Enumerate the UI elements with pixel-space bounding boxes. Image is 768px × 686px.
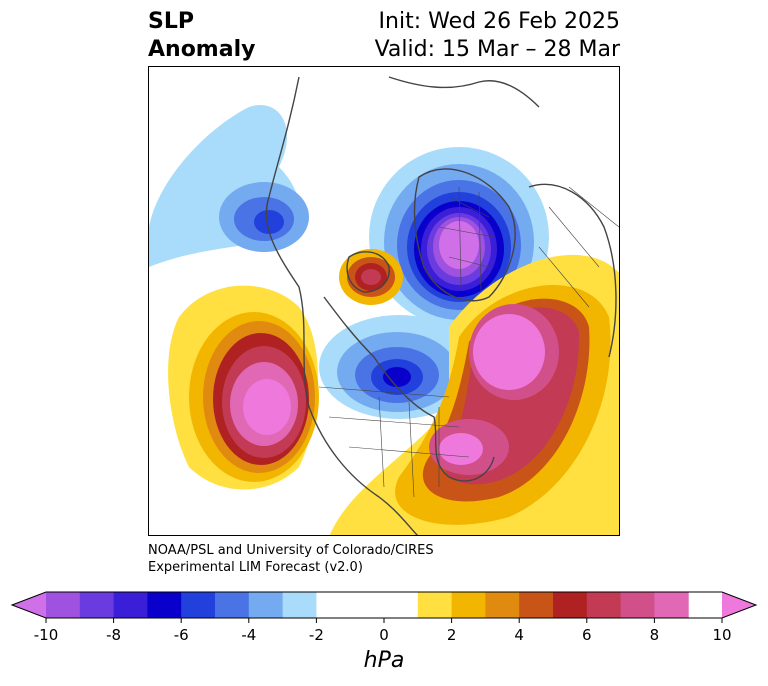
map-panel — [148, 66, 620, 536]
colorbar-extend-high — [722, 592, 756, 618]
coastlines — [265, 76, 617, 535]
colorbar-bin-15 — [586, 592, 622, 618]
colorbar-bin-4 — [181, 592, 216, 618]
valid-range: Valid: 15 Mar – 28 Mar — [374, 37, 620, 62]
colorbar-tick-label: 8 — [649, 626, 660, 644]
high-north-pacific — [168, 285, 319, 490]
colorbar-bin-17 — [654, 592, 689, 618]
title-right: Init: Wed 26 Feb 2025 Valid: 15 Mar – 28… — [375, 8, 620, 64]
colorbar-bin-6 — [248, 592, 284, 618]
low-siberia-arctic — [369, 147, 549, 327]
colorbar-bin-1 — [79, 592, 115, 618]
slp-anomaly-map — [149, 76, 619, 535]
colorbar-bin-0 — [46, 592, 81, 618]
init-date: Init: Wed 26 Feb 2025 — [378, 9, 620, 34]
colorbar-bins — [46, 592, 689, 618]
colorbar-bin-10 — [417, 592, 453, 618]
low-gulf-of-alaska — [149, 105, 309, 267]
colorbar-tick-label: -4 — [241, 626, 257, 644]
credit: NOAA/PSL and University of Colorado/CIRE… — [148, 542, 434, 576]
colorbar-bin-5 — [215, 592, 250, 618]
colorbar-bin-2 — [113, 592, 148, 618]
colorbar-tick-label: 0 — [379, 626, 389, 644]
colorbar-bin-3 — [147, 592, 182, 618]
colorbar-bin-14 — [553, 592, 588, 618]
colorbar-tick-label: 10 — [712, 626, 732, 644]
colorbar-bin-9 — [350, 592, 419, 618]
colorbar-bin-11 — [451, 592, 486, 618]
colorbar-tick-label: 6 — [582, 626, 592, 644]
colorbar-units: hPa — [363, 648, 405, 673]
colorbar-tick-label: -6 — [173, 626, 189, 644]
colorbar-bin-7 — [282, 592, 317, 618]
colorbar-bin-13 — [519, 592, 554, 618]
colorbar-ticks — [45, 618, 723, 623]
title-variable: SLP — [148, 9, 194, 34]
colorbar-bin-16 — [620, 592, 655, 618]
credit-line1: NOAA/PSL and University of Colorado/CIRE… — [148, 543, 434, 558]
high-north-atlantic — [329, 254, 619, 535]
colorbar-extend-low — [12, 592, 46, 618]
colorbar-bin-8 — [316, 592, 351, 618]
title-left: SLP Anomaly — [148, 8, 255, 64]
colorbar — [10, 591, 758, 623]
title-anomaly: Anomaly — [148, 37, 256, 62]
colorbar-bin-12 — [485, 592, 520, 618]
political-borders — [318, 186, 619, 498]
colorbar-tick-label: -8 — [106, 626, 122, 644]
colorbar-tick-label: -2 — [308, 626, 324, 644]
colorbar-tick-label: 4 — [514, 626, 524, 644]
credit-line2: Experimental LIM Forecast (v2.0) — [148, 560, 363, 575]
colorbar-tick-label: -10 — [33, 626, 59, 644]
colorbar-tick-label: 2 — [446, 626, 457, 644]
